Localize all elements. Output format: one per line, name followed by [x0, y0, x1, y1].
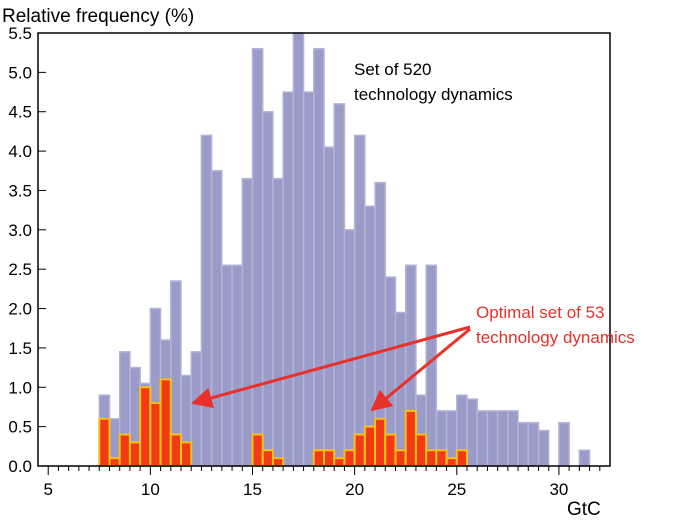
bar-set-520-36 [466, 398, 478, 467]
y-tick-label: 4.0 [8, 142, 32, 161]
bar-set-520-41 [517, 421, 530, 467]
bar-optimal-53-25 [353, 433, 366, 468]
bar-optimal-53-8 [180, 441, 193, 467]
x-tick-label: 25 [447, 480, 466, 499]
bar-optimal-53-0 [98, 417, 111, 468]
bar-set-520-20 [302, 91, 315, 467]
bar-set-520-25 [353, 134, 366, 467]
bar-set-520-14 [241, 177, 254, 467]
bar-optimal-53-6 [159, 378, 172, 467]
x-tick-label: 5 [43, 480, 52, 499]
bar-optimal-53-31 [414, 433, 428, 468]
bar-set-520-16 [261, 110, 274, 467]
bar-optimal-53-32 [425, 449, 438, 468]
bar-set-520-13 [231, 264, 244, 467]
bar-set-520-40 [507, 410, 519, 467]
y-axis-title: Relative frequency (%) [2, 6, 194, 27]
bar-set-520-24 [343, 229, 356, 467]
y-tick-label: 0.5 [8, 418, 32, 437]
bar-set-520-21 [313, 47, 325, 467]
bar-optimal-53-26 [363, 425, 377, 467]
bar-set-520-22 [323, 146, 335, 467]
annotation-set-520-line2: technology dynamics [354, 85, 513, 104]
y-tick-label: 4.5 [8, 103, 32, 122]
x-axis-ticks: 5 10 15 20 25 30 [43, 466, 601, 499]
x-axis-title: GtC [567, 499, 601, 520]
annotation-set-520-line1: Set of 520 [354, 60, 432, 79]
x-tick-label: 10 [141, 480, 160, 499]
annotation-optimal-line2: technology dynamics [476, 328, 635, 347]
bar-set-520-47 [578, 449, 591, 467]
bar-optimal-53-23 [333, 457, 346, 467]
y-tick-label: 5.0 [8, 63, 32, 82]
y-tick-label: 5.5 [8, 24, 32, 43]
y-axis-ticks: 0.0 0.5 1.0 1.5 2.0 2.5 3.0 3.5 4.0 4.5 5.0 5.5 [8, 24, 46, 476]
bar-set-520-38 [486, 410, 499, 467]
arrow-to-right-cluster [370, 327, 471, 412]
annotation-optimal-line1: Optimal set of 53 [476, 303, 605, 322]
bar-set-520-12 [221, 264, 233, 467]
bar-optimal-53-5 [149, 402, 162, 468]
y-tick-label: 3.0 [8, 221, 32, 240]
bar-set-520-9 [190, 351, 203, 467]
bar-optimal-53-1 [108, 457, 121, 467]
bar-optimal-53-27 [374, 417, 387, 468]
bar-set-520-10 [200, 134, 213, 467]
bar-optimal-53-35 [455, 449, 468, 468]
bar-optimal-53-24 [343, 449, 356, 468]
x-tick-label: 20 [345, 480, 364, 499]
x-tick-label: 15 [243, 480, 262, 499]
y-tick-label: 2.5 [8, 260, 32, 279]
y-tick-label: 1.0 [8, 378, 32, 397]
y-tick-label: 3.5 [8, 181, 32, 200]
bar-optimal-53-2 [118, 433, 131, 468]
y-tick-label: 2.0 [8, 300, 32, 319]
bar-set-520-43 [537, 429, 550, 467]
arrow-to-left-cluster [190, 325, 471, 409]
bar-set-520-17 [272, 177, 284, 467]
bar-optimal-53-28 [384, 433, 397, 468]
bar-optimal-53-33 [435, 449, 448, 468]
bar-optimal-53-16 [261, 449, 274, 468]
bar-optimal-53-34 [445, 457, 458, 467]
bar-optimal-53-7 [169, 433, 183, 468]
y-tick-label: 0.0 [8, 457, 32, 476]
bar-set-520-39 [496, 410, 509, 467]
bar-optimal-53-3 [128, 441, 142, 467]
bar-optimal-53-15 [251, 433, 264, 468]
bar-set-520-19 [292, 32, 305, 467]
bar-set-520-15 [251, 47, 264, 467]
bar-optimal-53-30 [404, 409, 417, 467]
bar-optimal-53-22 [323, 449, 336, 468]
bar-optimal-53-4 [139, 386, 152, 468]
bar-optimal-53-21 [312, 449, 325, 468]
bar-set-520-11 [210, 170, 223, 467]
bar-set-520-18 [282, 91, 295, 467]
bar-set-520-23 [333, 103, 346, 467]
bar-optimal-53-29 [394, 449, 407, 468]
bar-set-520-37 [476, 410, 489, 467]
y-tick-label: 1.5 [8, 339, 32, 358]
x-tick-label: 30 [549, 480, 568, 499]
bar-optimal-53-17 [271, 457, 285, 467]
bar-set-520-45 [558, 421, 570, 467]
bar-set-520-42 [527, 421, 540, 467]
